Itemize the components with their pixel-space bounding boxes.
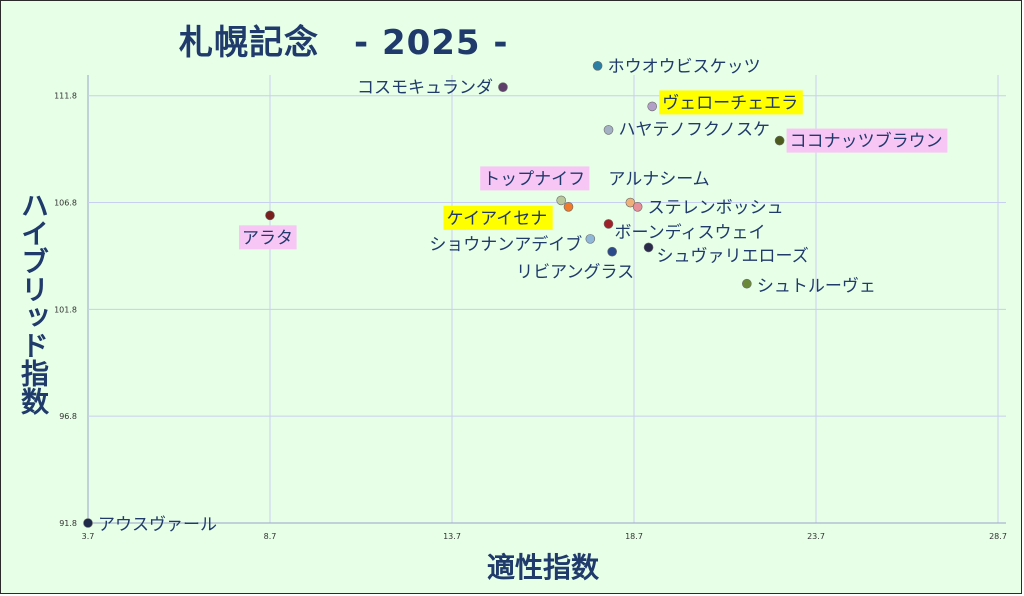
- data-point-8: [632, 202, 643, 212]
- data-point-13: [607, 246, 617, 257]
- label-highlight-9: [239, 225, 297, 250]
- data-point-14: [742, 278, 752, 289]
- point-label-4: ココナッツブラウン: [790, 131, 943, 152]
- data-point-15: [83, 518, 93, 528]
- x-tick-3-7: 3.7: [82, 532, 95, 541]
- data-point-10: [603, 219, 614, 229]
- point-label-3: ハヤテノフクノスケ: [619, 120, 770, 140]
- data-points: [83, 61, 785, 528]
- point-label-12: シュヴァリエローズ: [657, 246, 809, 266]
- point-label-1: コスモキュランダ: [357, 78, 493, 98]
- data-point-0: [592, 61, 603, 71]
- point-label-15: アウスヴァール: [98, 515, 217, 535]
- x-tick-13-7: 13.7: [443, 532, 461, 541]
- x-tick-8-7: 8.7: [264, 532, 277, 541]
- y-tick-91-8: 91.8: [59, 519, 77, 528]
- point-label-10: ボーンディスウェイ: [615, 222, 766, 243]
- point-label-2: ヴェローチェエラ: [662, 93, 798, 113]
- point-label-11: ショウナンアデイブ: [429, 234, 582, 255]
- data-point-12: [643, 242, 654, 253]
- data-point-5: [556, 195, 567, 206]
- y-tick-101-8: 101.8: [54, 305, 77, 314]
- data-point-6: [563, 202, 574, 212]
- label-highlight-2: [659, 90, 803, 115]
- data-point-9: [265, 210, 275, 221]
- chart-title: 札幌記念 - 2025 -: [179, 23, 509, 63]
- label-highlight-6: [443, 205, 553, 230]
- point-label-0: ホウオウビスケッツ: [608, 57, 761, 77]
- point-label-8: ステレンボッシュ: [648, 198, 784, 218]
- point-labels: ホウオウビスケッツコスモキュランダヴェローチェエラハヤテノフクノスケココナッツブ…: [98, 57, 948, 535]
- x-tick-18-7: 18.7: [625, 532, 643, 541]
- y-tick-96-8: 96.8: [59, 412, 77, 421]
- point-label-7: アルナシーム: [608, 170, 709, 190]
- y-axis-label: ハイブリッド指数: [17, 191, 50, 415]
- data-point-2: [647, 101, 658, 112]
- data-point-3: [603, 125, 614, 135]
- data-point-7: [625, 197, 636, 208]
- data-point-4: [774, 135, 785, 146]
- grid: [87, 75, 1006, 524]
- data-point-1: [498, 82, 508, 92]
- point-label-14: シュトルーヴェ: [757, 277, 876, 297]
- point-label-5: トップナイフ: [483, 169, 585, 189]
- tick-labels: 3.7 8.7 13.7 18.7 23.7 28.7 91.8 96.8 101.8 106.8…: [54, 92, 1007, 541]
- label-highlight-4: [786, 128, 948, 153]
- x-tick-23-7: 23.7: [807, 532, 825, 541]
- label-highlight-5: [480, 166, 590, 191]
- y-tick-106-8: 106.8: [54, 199, 77, 208]
- point-label-6: ケイアイセナ: [446, 209, 547, 229]
- y-tick-111-8: 111.8: [54, 92, 77, 101]
- x-axis-label: 適性指数: [487, 551, 600, 584]
- point-label-9: アラタ: [242, 228, 293, 248]
- data-point-11: [585, 234, 596, 244]
- x-tick-28-7: 28.7: [989, 532, 1007, 541]
- point-label-13: リビアングラス: [516, 263, 634, 283]
